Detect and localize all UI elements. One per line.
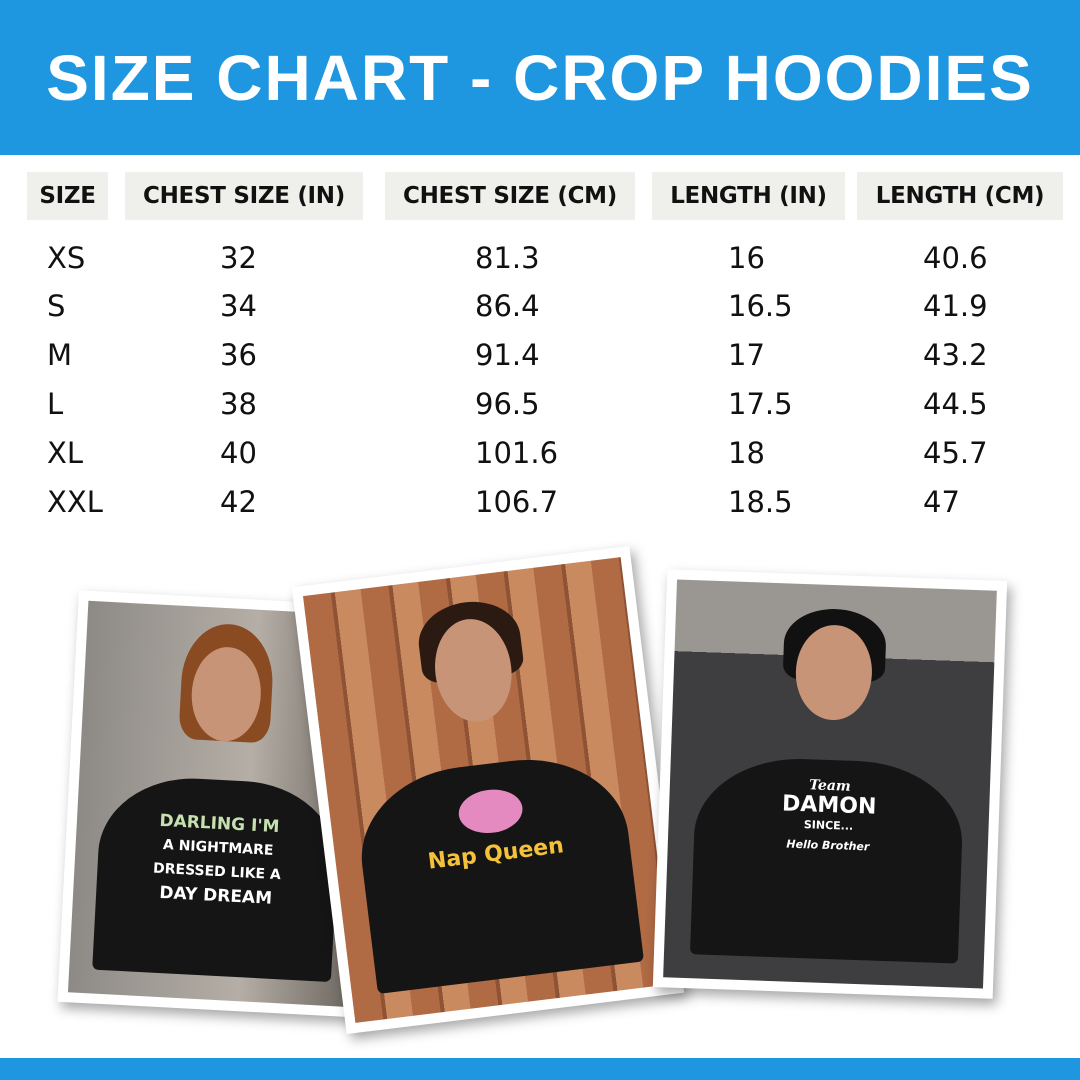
table-cell: 34 [220,289,257,323]
table-cell: 81.3 [475,241,540,275]
bottom-bar [0,1058,1080,1080]
table-cell: 32 [220,241,257,275]
table-cell: 40.6 [923,241,988,275]
page-title: SIZE CHART - CROP HOODIES [46,41,1034,114]
table-cell: 16 [728,241,765,275]
product-photo-team-damon: Team DAMON SINCE... Hello Brother [652,569,1008,999]
table-cell: S [47,289,66,323]
table-cell: 17.5 [728,387,793,421]
product-photo-nap-queen: Nap Queen [291,545,685,1035]
table-cell: 42 [220,485,257,519]
table-cell: 45.7 [923,436,988,470]
table-cell: 36 [220,338,257,372]
table-cell: 16.5 [728,289,793,323]
table-cell: 47 [923,485,960,519]
column-header: LENGTH (CM) [857,172,1063,220]
column-header: CHEST SIZE (CM) [385,172,635,220]
table-cell: 96.5 [475,387,540,421]
table-cell: 40 [220,436,257,470]
column-header: LENGTH (IN) [652,172,845,220]
table-cell: 91.4 [475,338,540,372]
table-cell: L [47,387,64,421]
table-cell: XL [47,436,84,470]
table-cell: 18.5 [728,485,793,519]
table-cell: 18 [728,436,765,470]
table-cell: 41.9 [923,289,988,323]
table-cell: XS [47,241,86,275]
table-cell: 38 [220,387,257,421]
title-banner: SIZE CHART - CROP HOODIES [0,0,1080,155]
table-cell: 43.2 [923,338,988,372]
table-cell: 86.4 [475,289,540,323]
table-cell: M [47,338,73,372]
table-cell: 17 [728,338,765,372]
table-cell: 101.6 [475,436,559,470]
table-cell: 106.7 [475,485,559,519]
table-cell: XXL [47,485,103,519]
column-header: CHEST SIZE (IN) [125,172,363,220]
table-cell: 44.5 [923,387,988,421]
column-header: SIZE [27,172,108,220]
